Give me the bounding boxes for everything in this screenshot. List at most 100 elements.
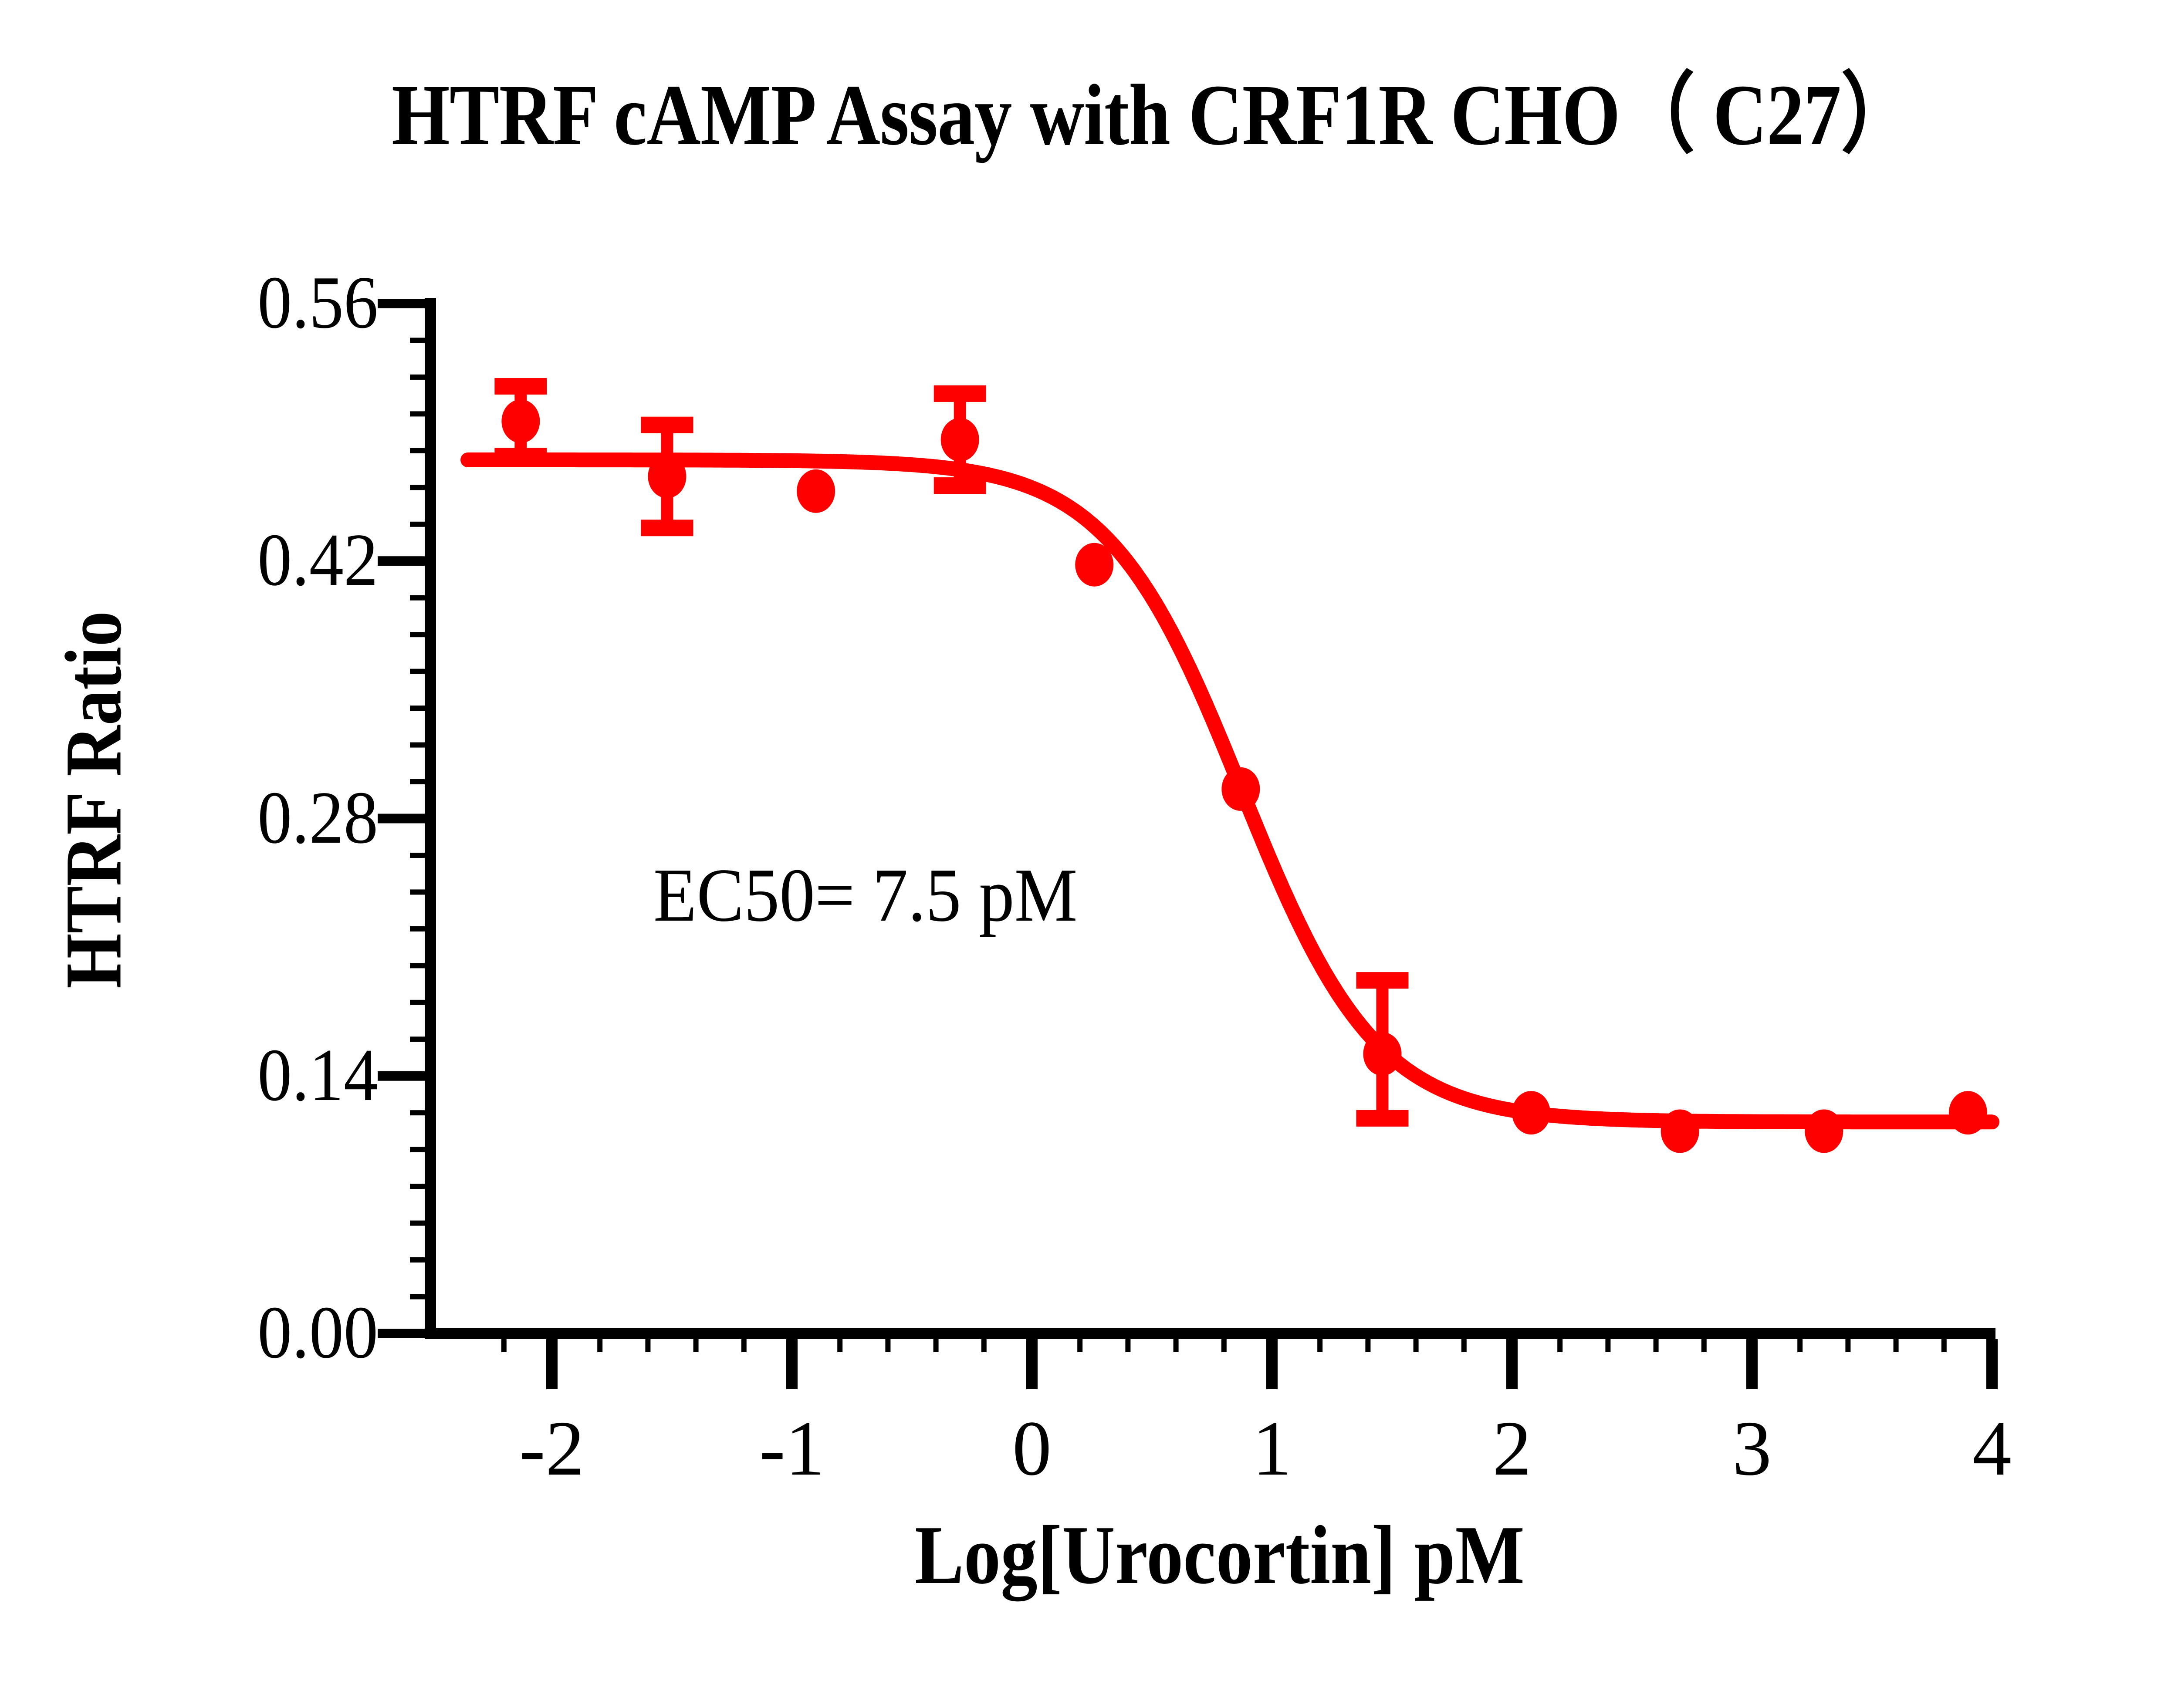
data-point-9[interactable] <box>1805 1109 1843 1153</box>
y-tick-minor <box>410 889 425 895</box>
x-tick-minor <box>933 1339 939 1352</box>
y-tick-minor <box>410 1184 425 1189</box>
x-tick-minor <box>837 1339 843 1352</box>
x-tick-label-2: 0 <box>1012 1405 1052 1492</box>
y-tick-minor <box>410 852 425 858</box>
y-tick-major-1 <box>378 556 425 566</box>
fit-curve <box>460 452 1999 1130</box>
y-tick-minor <box>410 1294 425 1300</box>
error-bar-cap-upper-1 <box>641 416 693 433</box>
x-tick-minor <box>1941 1339 1947 1352</box>
x-tick-minor <box>1797 1339 1803 1352</box>
x-tick-major-5 <box>1746 1339 1758 1389</box>
y-tick-minor <box>410 742 425 748</box>
x-tick-minor <box>1317 1339 1323 1352</box>
y-tick-minor <box>410 411 425 417</box>
x-tick-minor <box>981 1339 987 1352</box>
data-point-7[interactable] <box>1512 1091 1551 1135</box>
x-tick-minor <box>1845 1339 1851 1352</box>
x-tick-minor <box>1605 1339 1611 1352</box>
error-bar-cap-upper-6 <box>1356 972 1409 989</box>
y-tick-major-3 <box>378 1071 425 1081</box>
x-tick-label-1: -1 <box>759 1405 825 1492</box>
error-bar-cap-lower-1 <box>641 520 693 537</box>
y-tick-minor <box>410 668 425 674</box>
data-points-layer <box>501 399 1987 1153</box>
y-axis-line <box>425 298 436 1339</box>
x-tick-minor <box>1653 1339 1659 1352</box>
y-tick-minor <box>410 1257 425 1263</box>
x-tick-minor <box>645 1339 651 1352</box>
x-tick-minor <box>1413 1339 1419 1352</box>
x-tick-minor <box>1173 1339 1179 1352</box>
y-tick-minor <box>410 705 425 711</box>
y-tick-minor <box>410 1036 425 1042</box>
y-tick-minor <box>410 595 425 601</box>
error-bar-cap-lower-0 <box>494 448 547 465</box>
ec50-annotation: EC50= 7.5 pM <box>653 853 1078 937</box>
x-tick-major-1 <box>786 1339 798 1389</box>
data-point-1[interactable] <box>648 454 687 498</box>
y-tick-minor <box>410 779 425 785</box>
page-title: HTRF cAMP Assay with CRF1R CHO（ C27） <box>391 67 1916 163</box>
x-tick-minor <box>501 1339 507 1352</box>
error-bar-cap-upper-0 <box>494 378 547 395</box>
x-tick-label-3: 1 <box>1252 1405 1292 1492</box>
error-bar-cap-lower-6 <box>1356 1110 1409 1127</box>
x-tick-minor <box>1557 1339 1563 1352</box>
y-tick-minor <box>410 963 425 969</box>
y-tick-minor <box>410 1220 425 1226</box>
y-tick-label-3: 0.14 <box>257 1033 378 1117</box>
x-axis-title: Log[Urocortin] pM <box>915 1509 1525 1601</box>
x-tick-major-6 <box>1986 1339 1998 1389</box>
y-axis-title: HTRF Ratio <box>49 611 139 989</box>
y-tick-minor <box>410 1147 425 1152</box>
x-tick-major-4 <box>1506 1339 1518 1389</box>
x-tick-label-5: 3 <box>1732 1405 1772 1492</box>
y-tick-minor <box>410 338 425 343</box>
y-tick-label-1: 0.42 <box>257 519 378 602</box>
y-tick-major-2 <box>378 813 425 824</box>
data-point-6[interactable] <box>1363 1032 1402 1076</box>
y-tick-minor <box>410 521 425 527</box>
x-tick-label-4: 2 <box>1492 1405 1532 1492</box>
data-point-5[interactable] <box>1221 767 1260 811</box>
x-tick-major-3 <box>1266 1339 1278 1389</box>
error-bar-cap-lower-3 <box>933 477 986 494</box>
y-tick-label-2: 0.28 <box>257 776 378 859</box>
data-point-8[interactable] <box>1661 1109 1699 1153</box>
y-tick-minor <box>410 926 425 932</box>
data-point-3[interactable] <box>940 418 979 462</box>
axes-layer <box>378 298 1998 1389</box>
y-tick-minor <box>410 374 425 380</box>
data-point-0[interactable] <box>501 399 540 443</box>
fit-curve-layer <box>460 452 1999 1130</box>
x-tick-minor <box>597 1339 603 1352</box>
x-tick-minor <box>1365 1339 1371 1352</box>
x-tick-minor <box>1461 1339 1467 1352</box>
data-point-10[interactable] <box>1948 1091 1987 1135</box>
x-tick-minor <box>1125 1339 1131 1352</box>
x-tick-major-0 <box>546 1339 558 1389</box>
error-bars-layer <box>494 378 1409 1127</box>
x-tick-minor <box>1893 1339 1899 1352</box>
x-tick-minor <box>1701 1339 1707 1352</box>
x-tick-label-0: -2 <box>519 1405 585 1492</box>
data-point-4[interactable] <box>1075 543 1114 587</box>
y-tick-major-0 <box>378 299 425 308</box>
data-point-2[interactable] <box>797 469 835 513</box>
x-tick-major-2 <box>1026 1339 1038 1389</box>
y-tick-major-4 <box>378 1329 425 1338</box>
y-tick-minor <box>410 632 425 638</box>
x-tick-minor <box>693 1339 699 1352</box>
x-axis-line <box>425 1328 1995 1339</box>
y-tick-label-4: 0.00 <box>257 1291 378 1374</box>
y-tick-label-0: 0.56 <box>257 261 378 344</box>
error-bar-cap-upper-3 <box>933 385 986 402</box>
y-tick-minor <box>410 999 425 1005</box>
x-tick-minor <box>1221 1339 1227 1352</box>
x-tick-label-6: 4 <box>1972 1405 2012 1492</box>
y-tick-minor <box>410 1110 425 1116</box>
